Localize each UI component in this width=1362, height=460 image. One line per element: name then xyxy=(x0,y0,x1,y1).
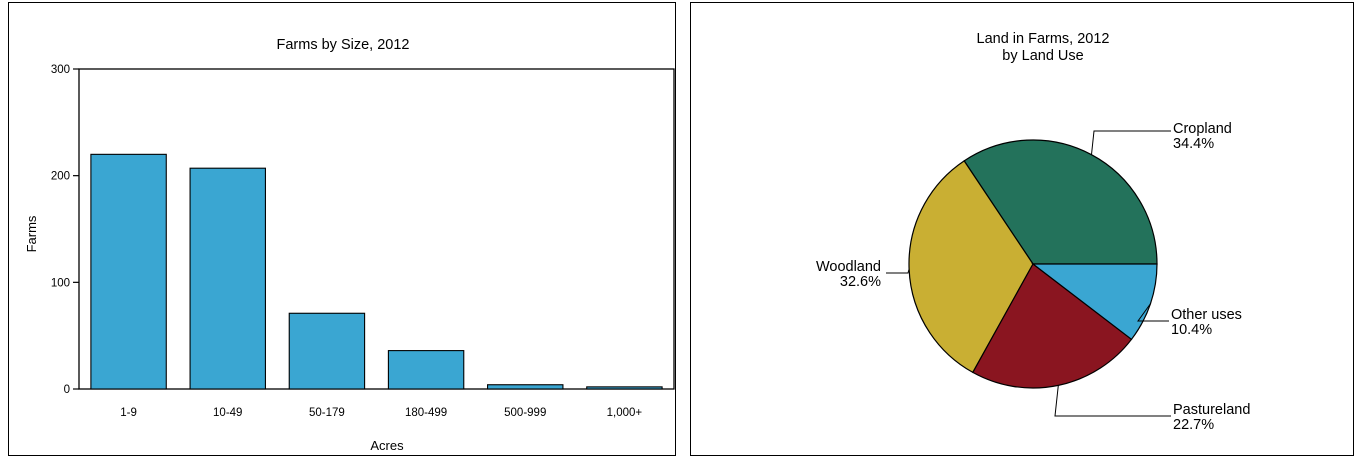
pie-chart-subtitle: by Land Use xyxy=(1002,48,1083,64)
pie-value-label: 32.6% xyxy=(840,274,881,290)
pie-label: Woodland xyxy=(816,259,881,275)
land-use-pie-chart: Land in Farms, 2012 by Land Use Cropland… xyxy=(691,3,1355,457)
farms-by-size-panel: Farms by Size, 2012 Farms Acres 0 100 200 3… xyxy=(8,2,676,456)
bar-series xyxy=(91,154,662,389)
bar-x-tick-label: 180-499 xyxy=(405,407,447,419)
bar-x-tick-label: 10-49 xyxy=(213,407,242,419)
bar-chart-title: Farms by Size, 2012 xyxy=(277,37,410,53)
bar-y-tick-label: 200 xyxy=(51,171,70,183)
farms-by-size-chart: Farms by Size, 2012 Farms Acres 0 100 200 3… xyxy=(9,3,677,457)
pie-value-label: 34.4% xyxy=(1173,136,1214,152)
bar-y-ticks: 0 100 200 300 xyxy=(51,64,79,396)
bar-x-tick-label: 500-999 xyxy=(504,407,546,419)
pie-slices xyxy=(909,140,1157,388)
bar-plot-area xyxy=(79,69,674,389)
bar-x-tick-label: 1-9 xyxy=(120,407,137,419)
bar-180-499 xyxy=(388,351,463,389)
bar-y-axis-label: Farms xyxy=(24,215,39,252)
pie-leader-line xyxy=(886,269,909,273)
bar-x-tick-label: 1,000+ xyxy=(607,407,643,419)
pie-label: Cropland xyxy=(1173,121,1232,137)
pie-value-label: 22.7% xyxy=(1173,417,1214,433)
pie-leader-line xyxy=(1055,385,1171,416)
bar-x-ticks: 1-9 10-49 50-179 180-499 500-999 1,000+ xyxy=(120,407,642,419)
pie-chart-title: Land in Farms, 2012 xyxy=(977,31,1110,47)
bar-y-tick-label: 100 xyxy=(51,277,70,289)
bar-x-tick-label: 50-179 xyxy=(309,407,345,419)
bar-y-tick-label: 0 xyxy=(64,384,70,396)
bar-1-000- xyxy=(587,387,662,389)
pie-label: Other uses xyxy=(1171,307,1242,323)
bar-50-179 xyxy=(289,313,364,389)
bar-10-49 xyxy=(190,168,265,389)
bar-1-9 xyxy=(91,154,166,389)
land-use-panel: Land in Farms, 2012 by Land Use Cropland… xyxy=(690,2,1354,456)
bar-y-tick-label: 300 xyxy=(51,64,70,76)
pie-leader-line xyxy=(1091,131,1171,155)
bar-500-999 xyxy=(488,385,563,389)
pie-value-label: 10.4% xyxy=(1171,322,1212,338)
bar-x-axis-label: Acres xyxy=(370,438,404,453)
pie-label: Pastureland xyxy=(1173,402,1250,418)
